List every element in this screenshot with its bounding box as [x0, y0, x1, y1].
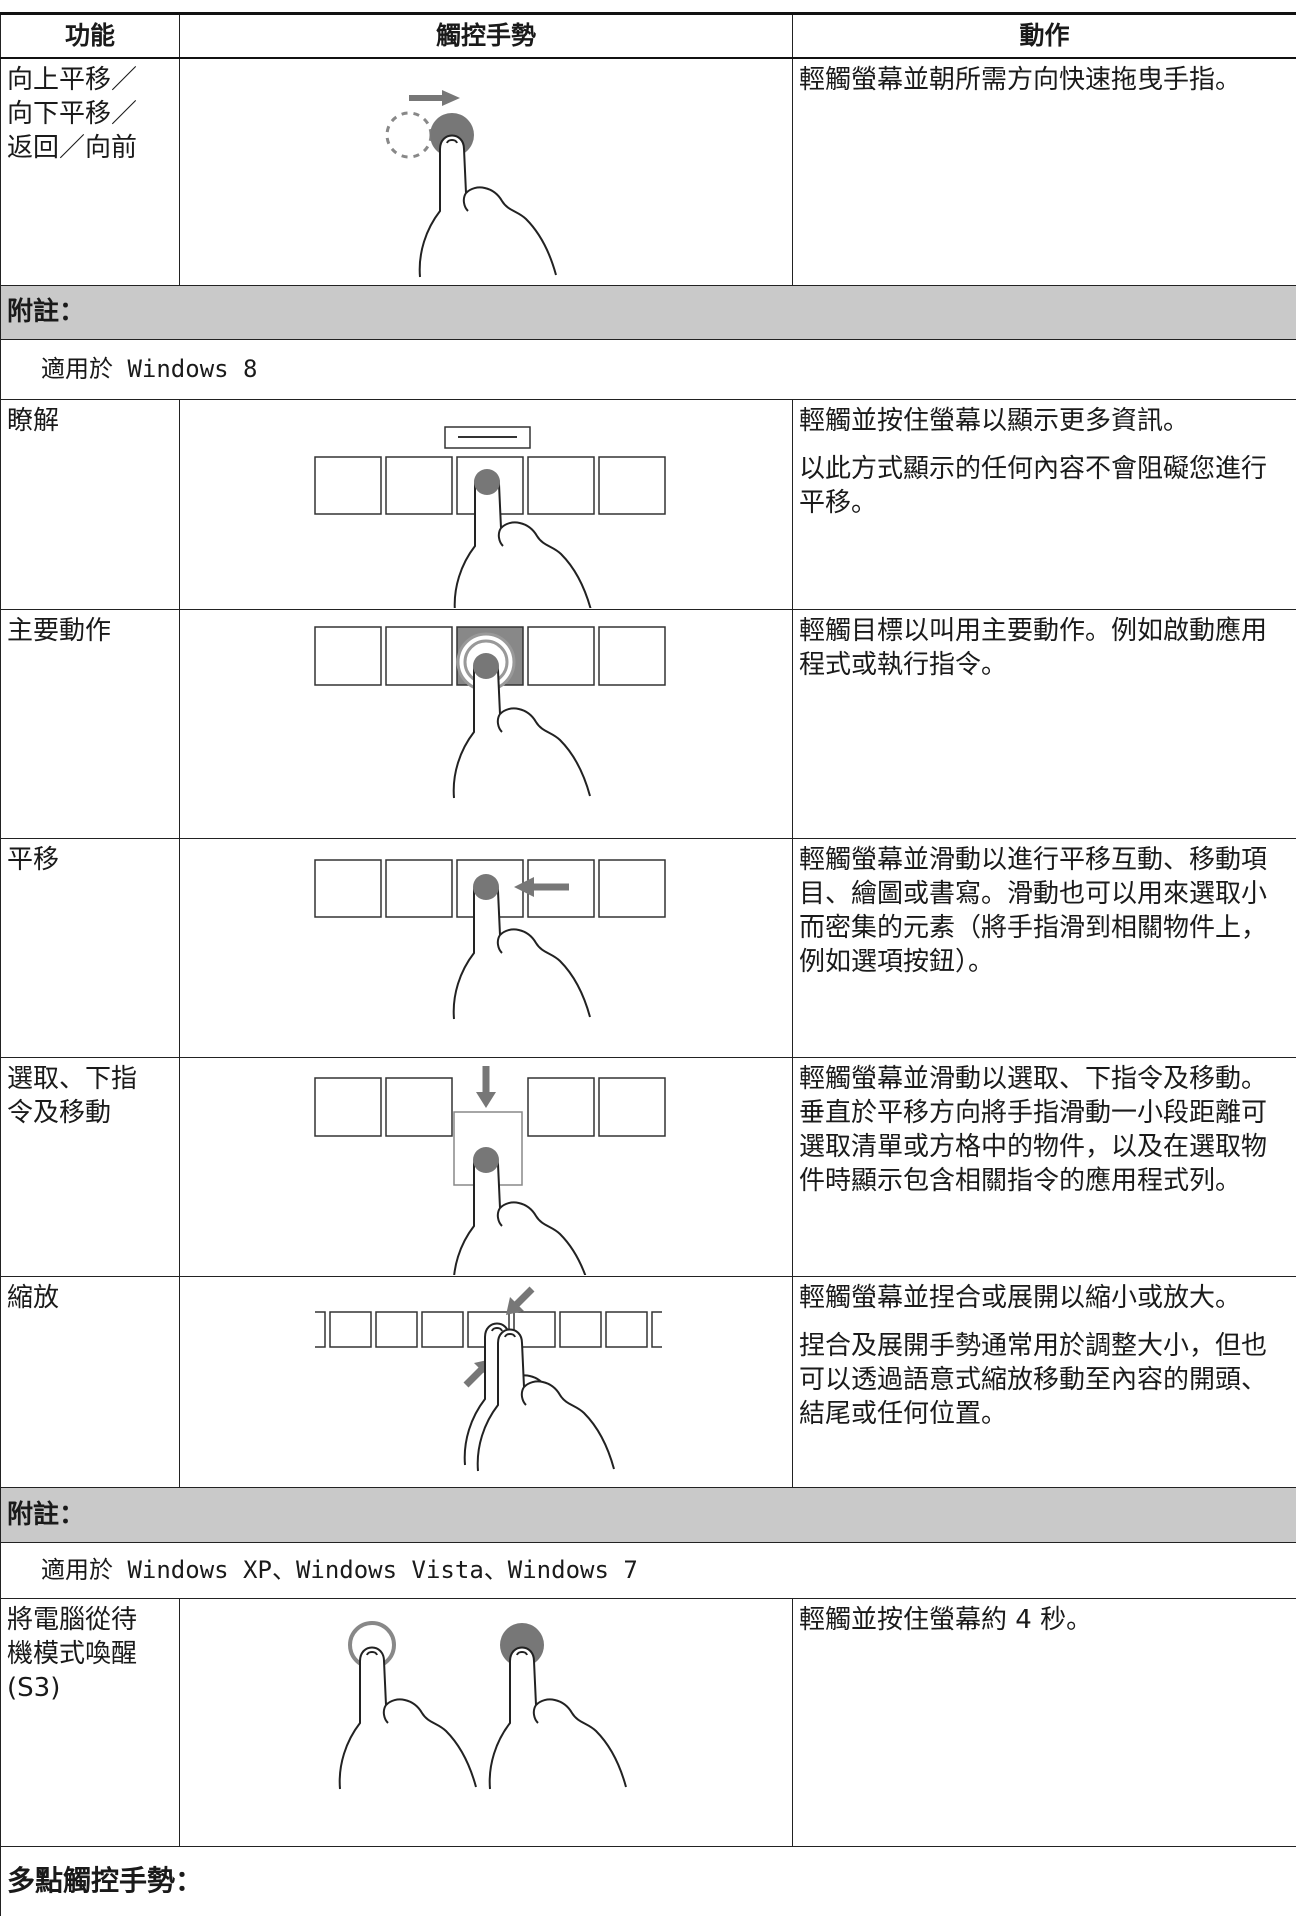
action: 以此方式顯示的任何內容不會阻礙您進行平移。 [799, 452, 1290, 520]
action-cell: 輕觸螢幕並捏合或展開以縮小或放大。捏合及展開手勢通常用於調整大小，但也可以透過語… [793, 1276, 1296, 1487]
gesture-cell [180, 1598, 793, 1846]
action-cell: 輕觸螢幕並朝所需方向快速拖曳手指。 [793, 58, 1296, 285]
gesture-illustration [180, 1058, 793, 1275]
feature: 主要動作 [7, 614, 140, 648]
gesture-illustration [180, 839, 793, 1056]
feature-cell: 選取、下指令及移動 [1, 1057, 180, 1276]
feature: 將電腦從待機模式喚醒(S3) [7, 1603, 140, 1705]
feature: 平移 [7, 843, 140, 877]
footer: 多點觸控手勢： [1, 1846, 1296, 1916]
note-text-row: 適用於 Windows 8 [1, 339, 1296, 399]
gesture-illustration [180, 1599, 793, 1845]
feature-cell: 平移 [1, 838, 180, 1057]
gesture-illustration [180, 400, 793, 608]
footer-row: 多點觸控手勢： [1, 1846, 1296, 1916]
feature: 選取、下指令及移動 [7, 1062, 140, 1130]
row: 瞭解 輕觸並按住螢幕以顯示更多資訊。以此方式顯示的任何內容不會阻礙您進行平移。 [1, 399, 1296, 609]
gesture-cell [180, 399, 793, 609]
gesture-illustration [180, 610, 793, 837]
header-cell: 動作 [793, 14, 1296, 59]
feature: 縮放 [7, 1281, 140, 1315]
note-label-row: 附註： [1, 1487, 1296, 1542]
feature-cell: 瞭解 [1, 399, 180, 609]
feature-cell: 主要動作 [1, 609, 180, 838]
action: 輕觸並按住螢幕以顯示更多資訊。 [799, 404, 1290, 438]
feature: 向上平移／向下平移／返回／向前 [7, 63, 140, 165]
header-cell: 觸控手勢 [180, 14, 793, 59]
gesture-cell [180, 838, 793, 1057]
gesture-cell [180, 58, 793, 285]
action-cell: 輕觸並按住螢幕以顯示更多資訊。以此方式顯示的任何內容不會阻礙您進行平移。 [793, 399, 1296, 609]
row: 選取、下指令及移動 輕觸螢幕並滑動以選取、下指令及移動。垂直於平移方向將手指滑動… [1, 1057, 1296, 1276]
gesture-table: 功能觸控手勢動作 向上平移／向下平移／返回／向前 輕觸螢幕並朝所需方向快速拖曳手… [0, 12, 1296, 1916]
action: 捏合及展開手勢通常用於調整大小，但也可以透過語意式縮放移動至內容的開頭、結尾或任… [799, 1329, 1290, 1431]
gesture-cell [180, 609, 793, 838]
header-cell: 功能 [1, 14, 180, 59]
action-cell: 輕觸螢幕並滑動以進行平移互動、移動項目、繪圖或書寫。滑動也可以用來選取小而密集的… [793, 838, 1296, 1057]
feature-cell: 將電腦從待機模式喚醒(S3) [1, 1598, 180, 1846]
action: 輕觸螢幕並滑動以選取、下指令及移動。垂直於平移方向將手指滑動一小段距離可選取清單… [799, 1062, 1290, 1198]
action: 輕觸螢幕並朝所需方向快速拖曳手指。 [799, 63, 1290, 97]
row: 平移 輕觸螢幕並滑動以進行平移互動、移動項目、繪圖或書寫。滑動也可以用來選取小而… [1, 838, 1296, 1057]
action: 輕觸目標以叫用主要動作。例如啟動應用程式或執行指令。 [799, 614, 1290, 682]
note-text: 適用於 Windows 8 [1, 339, 1296, 399]
action: 輕觸螢幕並滑動以進行平移互動、移動項目、繪圖或書寫。滑動也可以用來選取小而密集的… [799, 843, 1290, 979]
gesture-cell [180, 1276, 793, 1487]
note-label: 附註： [1, 285, 1296, 339]
feature-cell: 向上平移／向下平移／返回／向前 [1, 58, 180, 285]
feature: 瞭解 [7, 404, 140, 438]
feature-cell: 縮放 [1, 1276, 180, 1487]
note-text: 適用於 Windows XP、Windows Vista、Windows 7 [1, 1542, 1296, 1598]
gesture-illustration [180, 59, 793, 284]
action-cell: 輕觸目標以叫用主要動作。例如啟動應用程式或執行指令。 [793, 609, 1296, 838]
row: 將電腦從待機模式喚醒(S3) 輕觸並按住螢幕約 4 秒。 [1, 1598, 1296, 1846]
gesture-illustration [180, 1277, 793, 1486]
note-label: 附註： [1, 1487, 1296, 1542]
row: 主要動作 輕觸目標以叫用主要動作。例如啟動應用程式或執行指令。 [1, 609, 1296, 838]
note-text-row: 適用於 Windows XP、Windows Vista、Windows 7 [1, 1542, 1296, 1598]
action: 輕觸螢幕並捏合或展開以縮小或放大。 [799, 1281, 1290, 1315]
gesture-cell [180, 1057, 793, 1276]
action-cell: 輕觸並按住螢幕約 4 秒。 [793, 1598, 1296, 1846]
note-label-row: 附註： [1, 285, 1296, 339]
row: 縮放 輕觸螢幕並捏合或展開以縮小或放大。捏合及展開手勢通常用於調整大小，但也可以… [1, 1276, 1296, 1487]
action-cell: 輕觸螢幕並滑動以選取、下指令及移動。垂直於平移方向將手指滑動一小段距離可選取清單… [793, 1057, 1296, 1276]
header-row: 功能觸控手勢動作 [1, 14, 1296, 59]
row: 向上平移／向下平移／返回／向前 輕觸螢幕並朝所需方向快速拖曳手指。 [1, 58, 1296, 285]
action: 輕觸並按住螢幕約 4 秒。 [799, 1603, 1290, 1637]
